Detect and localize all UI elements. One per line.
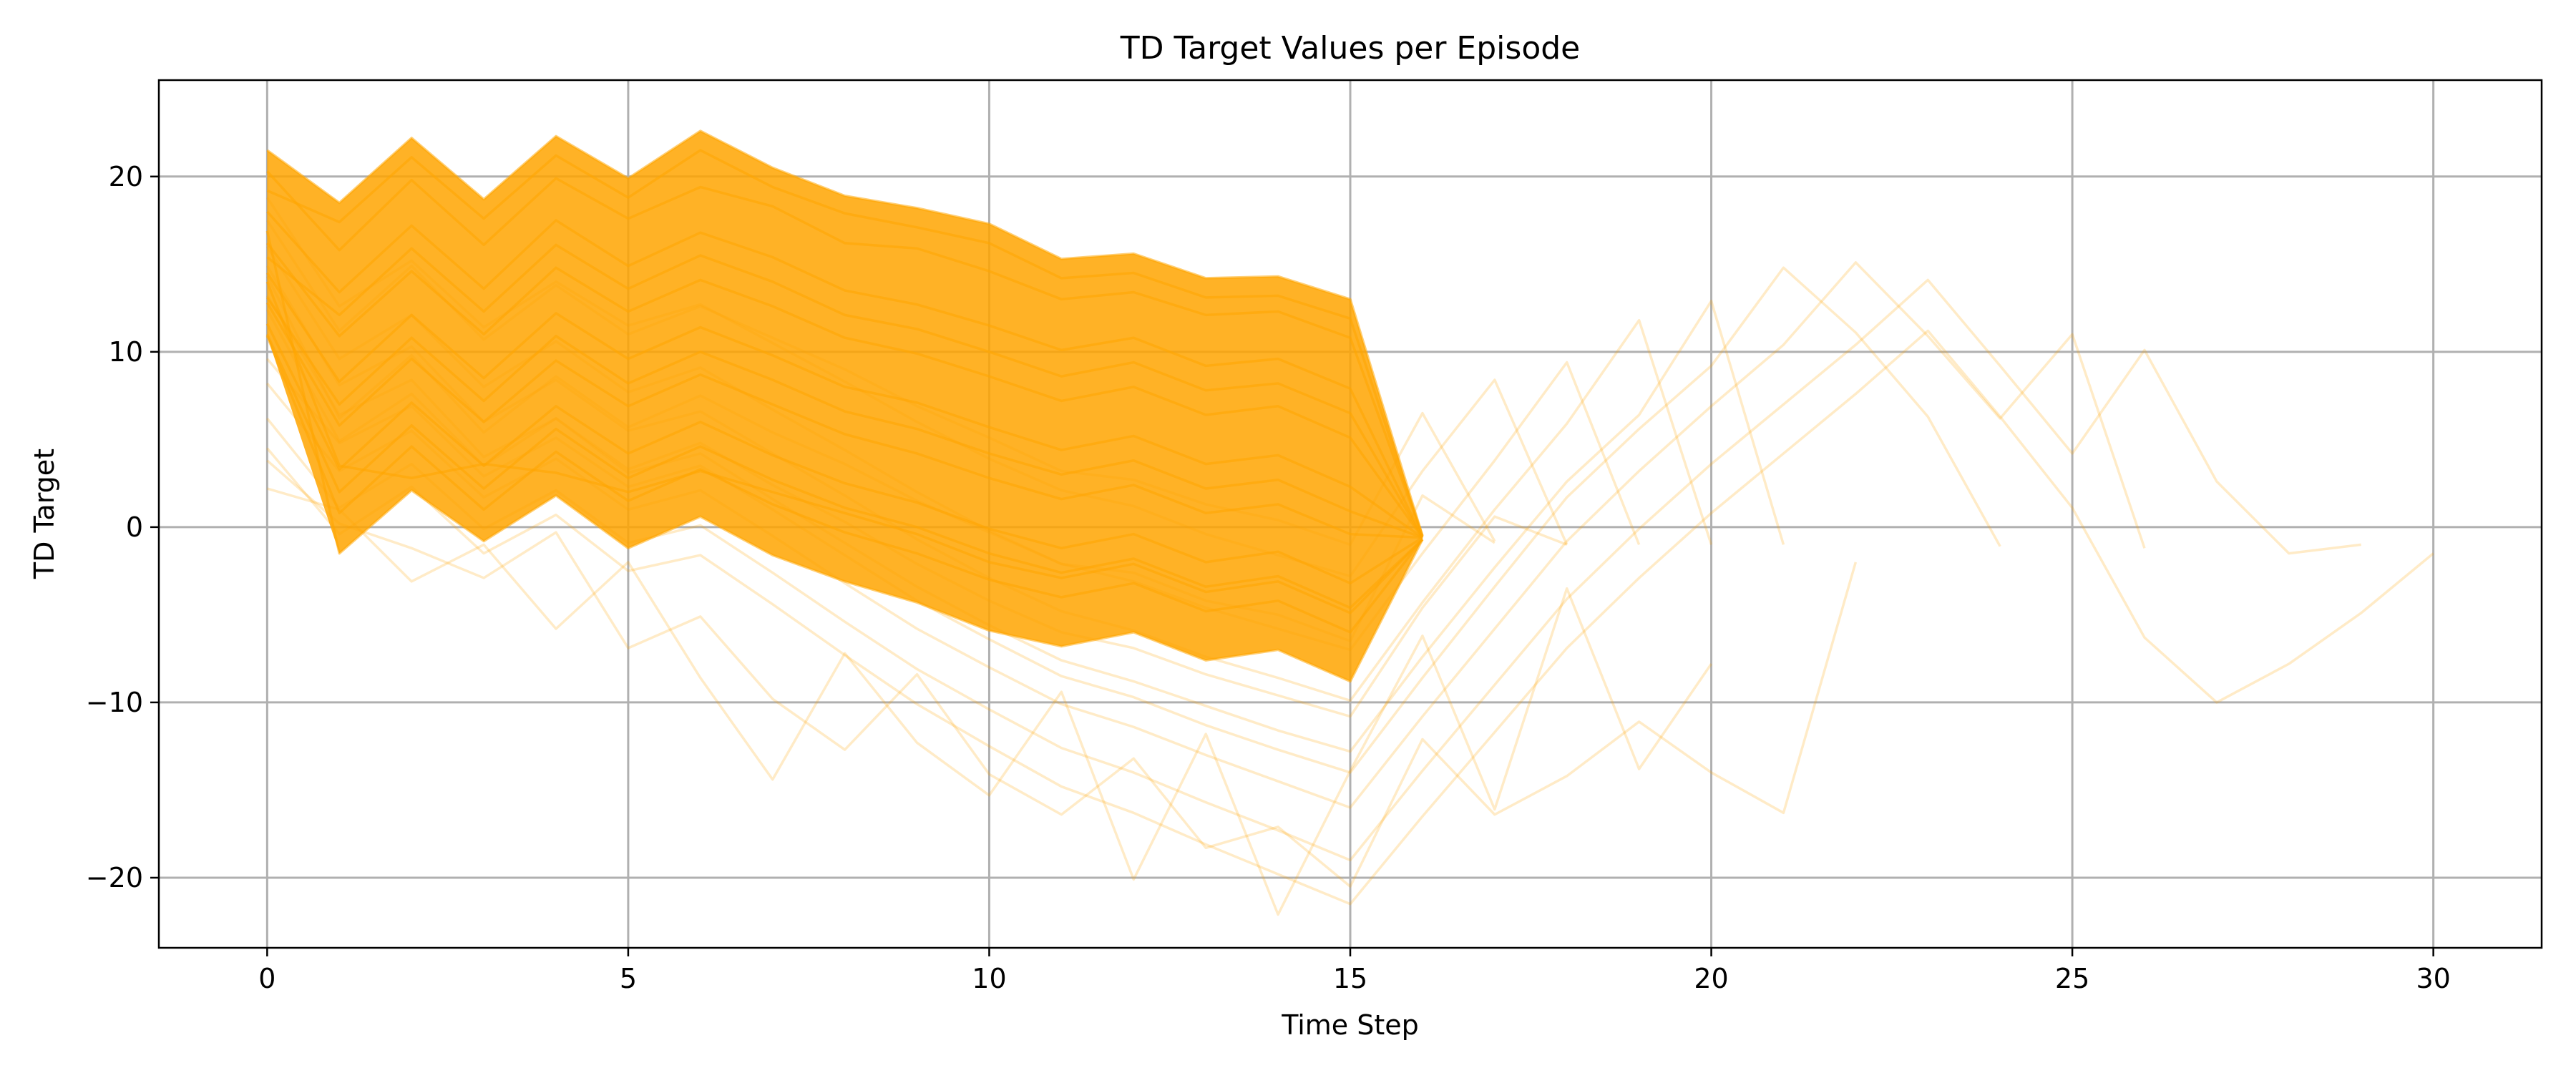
x-tick-label: 25: [2055, 963, 2089, 994]
y-tick-label: 20: [109, 161, 143, 192]
episode-line: [265, 302, 1423, 539]
episode-line: [266, 243, 1424, 539]
episode-line: [265, 296, 1423, 539]
episode-line: [265, 242, 1424, 539]
axis-ticks: 0 5 10 15 20 25 30 −20 −10 0 10 20: [86, 161, 2451, 994]
episode-line: [265, 333, 1424, 609]
episode-line: [266, 129, 1424, 536]
y-tick-label: −20: [86, 862, 143, 893]
episode-line: [266, 329, 2434, 906]
y-tick-label: 10: [109, 336, 143, 368]
series-layer: [265, 129, 2434, 916]
y-tick-label: −10: [86, 687, 143, 718]
episode-line: [265, 335, 1424, 634]
episode-line: [265, 309, 1568, 718]
episode-line: [266, 278, 2361, 862]
x-tick-label: 0: [258, 963, 275, 994]
episode-line: [266, 149, 1424, 536]
x-tick-label: 20: [1694, 963, 1728, 994]
episode-line: [265, 265, 1713, 702]
x-axis-label: Time Step: [1281, 1009, 1419, 1041]
episode-line: [265, 230, 1424, 683]
episode-line: [265, 197, 1568, 578]
episode-line: [265, 220, 1496, 547]
episode-line: [266, 459, 1858, 888]
episode-line: [266, 170, 1424, 536]
episode-line: [266, 261, 2146, 809]
x-tick-label: 30: [2416, 963, 2450, 994]
chart-title: TD Target Values per Episode: [1120, 30, 1580, 67]
y-tick-label: 0: [126, 511, 143, 543]
episode-line: [265, 245, 1641, 652]
episode-line: [265, 275, 1496, 642]
episode-line: [266, 266, 2001, 774]
episode-line: [266, 210, 1424, 539]
episode-line: [265, 272, 1423, 539]
x-tick-label: 15: [1333, 963, 1367, 994]
episode-line: [265, 295, 1785, 753]
y-axis-label: TD Target: [29, 449, 60, 579]
x-tick-label: 5: [620, 963, 637, 994]
episode-line: [266, 487, 1712, 916]
x-tick-label: 10: [972, 963, 1006, 994]
episode-line: [265, 323, 1423, 585]
